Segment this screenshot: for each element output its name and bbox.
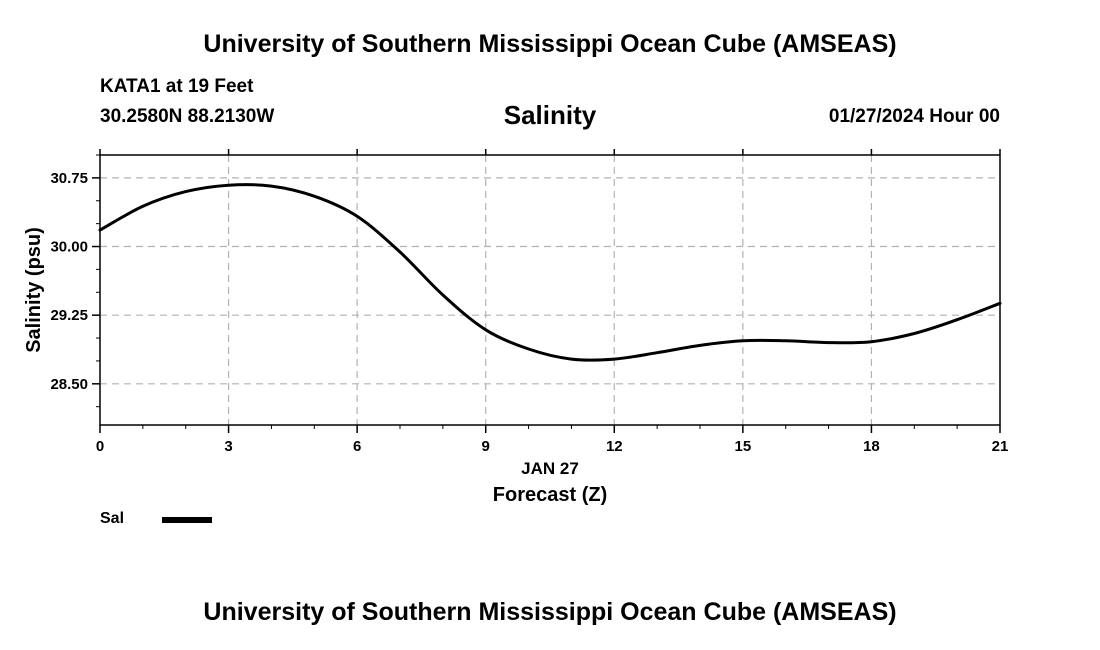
grid-lines [100,155,1000,425]
page-title-bottom: University of Southern Mississippi Ocean… [203,598,897,626]
y-tick-label: 29.25 [50,307,88,324]
legend-label: Sal [100,510,125,527]
x-axis-ticks [99,149,1001,433]
x-tick-label: 18 [863,438,880,455]
y-tick-label: 30.75 [50,170,88,187]
y-axis-title: Salinity (psu) [23,227,45,353]
x-tick-label: 0 [96,438,104,455]
series-line-sal [98,183,1002,362]
y-axis-ticks [92,154,100,408]
y-tick-label: 30.00 [50,239,88,256]
x-axis-tick-labels: 0 3 6 9 12 15 18 21 [96,438,1009,455]
page-title-top: University of Southern Mississippi Ocean… [203,30,897,58]
x-tick-label: 6 [353,438,361,455]
x-tick-label: 9 [482,438,490,455]
x-tick-label: 3 [224,438,232,455]
x-axis-title: Forecast (Z) [493,484,607,506]
x-tick-label: 15 [735,438,752,455]
y-axis-tick-labels: 28.50 29.25 30.00 30.75 [50,170,88,393]
y-tick-label: 28.50 [50,376,88,393]
plot-frame [99,154,1001,426]
x-tick-label: 12 [606,438,623,455]
forecast-date: 01/27/2024 Hour 00 [828,106,1000,127]
x-tick-label: 21 [992,438,1009,455]
chart-title: Salinity [503,100,597,130]
station-coordinates: 30.2580N 88.2130W [100,106,275,127]
legend-swatch [162,517,212,523]
x-axis-date-label: JAN 27 [521,459,579,478]
station-label: KATA1 at 19 Feet [100,76,254,97]
